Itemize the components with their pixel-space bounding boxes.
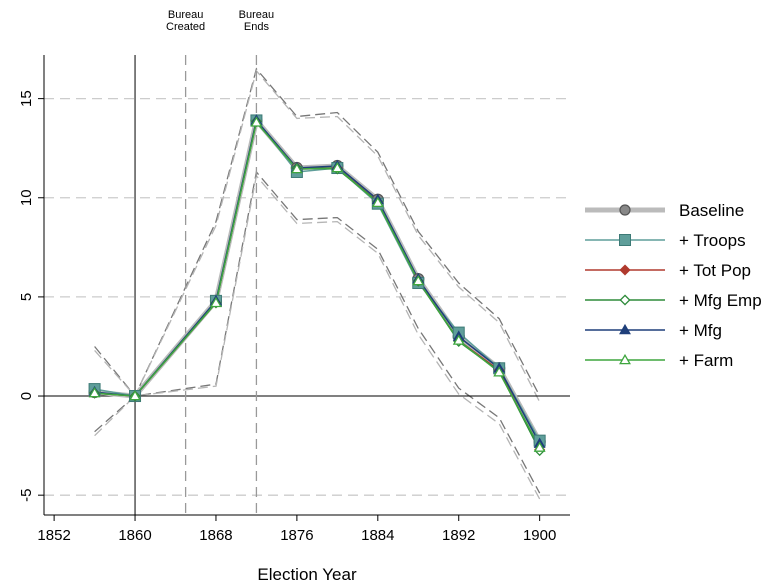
x-tick-label: 1876 xyxy=(280,527,313,544)
legend-marker xyxy=(619,294,631,306)
legend-marker xyxy=(619,204,631,216)
axes xyxy=(43,55,570,516)
data-point xyxy=(371,196,384,207)
data-point xyxy=(493,366,506,377)
data-point xyxy=(290,162,303,174)
legend-label: + Farm xyxy=(679,351,733,370)
legend-label: + Troops xyxy=(679,231,746,250)
confidence-band-upper xyxy=(94,67,541,398)
legend-label: Baseline xyxy=(679,201,744,220)
data-point xyxy=(412,274,425,286)
legend-marker xyxy=(619,353,631,365)
data-point xyxy=(452,334,465,345)
x-tick-label: 1900 xyxy=(523,527,556,544)
x-axis-title: Election Year xyxy=(257,565,357,584)
data-point xyxy=(331,161,344,173)
legend-marker xyxy=(619,264,631,276)
y-tick-label: 15 xyxy=(18,90,35,107)
legend-marker xyxy=(619,234,631,246)
legend-label: + Tot Pop xyxy=(679,261,751,280)
x-tick-label: 1852 xyxy=(37,527,70,544)
y-tick-label: -5 xyxy=(18,489,35,502)
annotation-label: Bureau xyxy=(168,9,203,21)
annotation-label: Ends xyxy=(244,21,270,33)
data-point xyxy=(250,116,263,127)
x-tick-label: 1868 xyxy=(199,527,232,544)
legend-label: + Mfg xyxy=(679,321,722,340)
y-tick-label: 10 xyxy=(18,189,35,206)
annotation-label: Created xyxy=(166,21,205,33)
data-point xyxy=(129,389,141,401)
data-point xyxy=(88,386,101,398)
reference-lines xyxy=(44,55,570,515)
annotation-label: Bureau xyxy=(239,9,274,21)
legend: Baseline + Troops + Tot Pop + Mfg Emp + Mfg +… xyxy=(585,201,762,370)
x-tick-label: 1892 xyxy=(442,527,475,544)
confidence-band-upper xyxy=(94,69,541,403)
legend-label: + Mfg Emp xyxy=(679,291,762,310)
confidence-band-lower xyxy=(94,170,541,494)
data-point xyxy=(210,296,222,308)
data-point xyxy=(533,441,546,452)
series-line-3 xyxy=(94,120,541,451)
confidence-band-lower xyxy=(94,174,541,500)
y-tick-label: 0 xyxy=(18,392,35,400)
tick-labels: 1852 1860 1868 1876 1884 1892 1900 -5 0 5 10 15 xyxy=(18,90,556,544)
x-tick-label: 1884 xyxy=(361,527,394,544)
y-tick-label: 5 xyxy=(18,293,35,301)
confidence-bands xyxy=(94,67,541,500)
x-tick-label: 1860 xyxy=(118,527,151,544)
series-lines xyxy=(88,114,546,457)
legend-marker xyxy=(619,323,631,335)
gridlines xyxy=(44,97,570,496)
